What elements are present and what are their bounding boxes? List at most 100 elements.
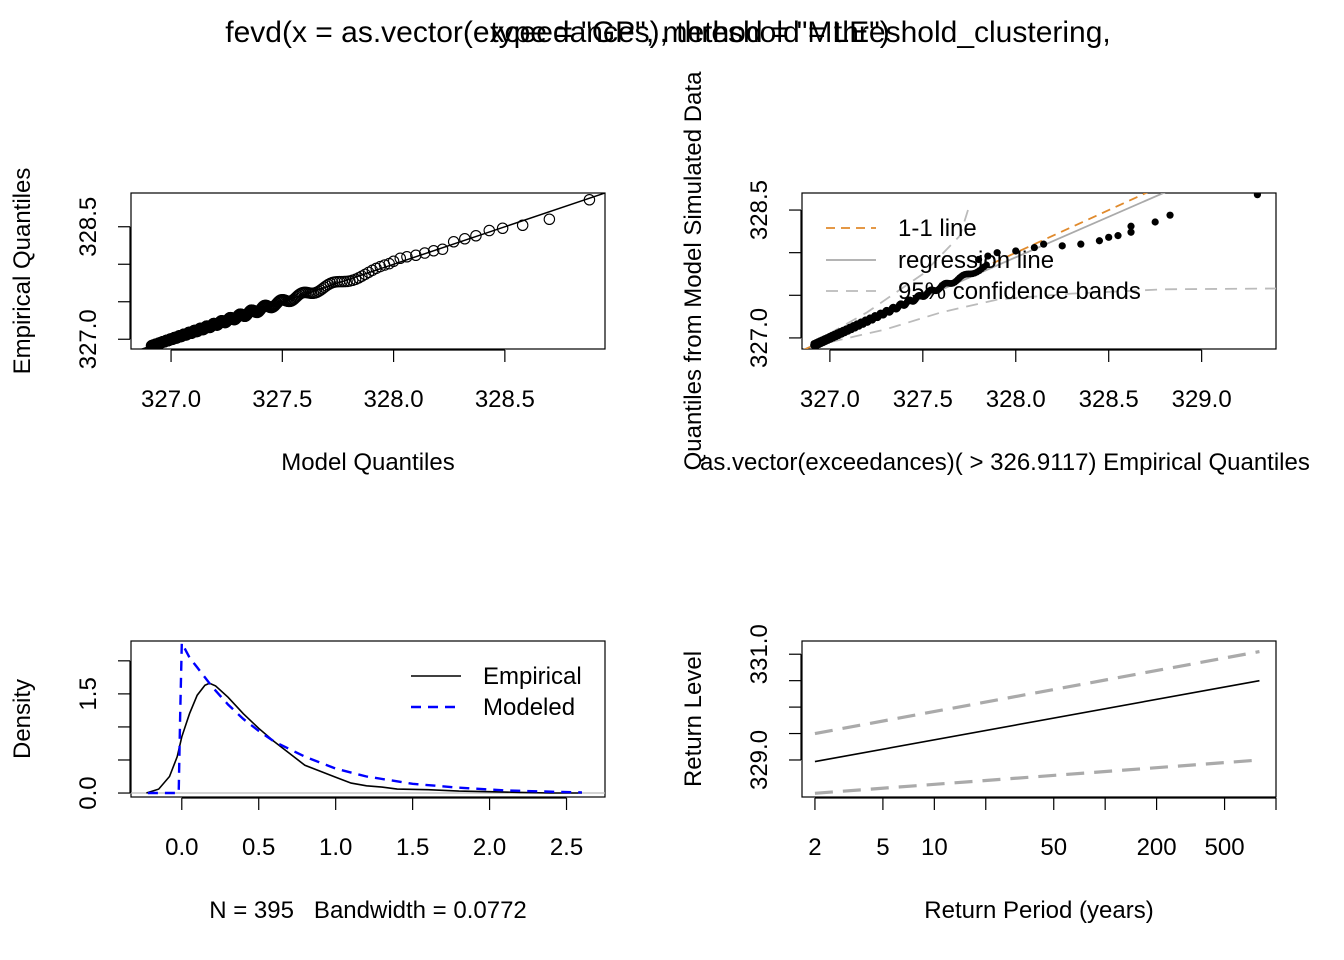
return-level-y-tick-label: 329.0: [746, 730, 773, 790]
simulated-qq-point: [1012, 247, 1020, 255]
density-plot-panel: 0.0 0.5 1.0 1.5 2.0 2.5 0.0 1.5 Empirical Model…: [9, 640, 606, 924]
qq-point: [387, 255, 400, 267]
simulated-qq-point: [993, 249, 1001, 257]
simulated-qq-y-tick-label: 327.0: [746, 308, 773, 368]
simulated-qq-point: [1030, 243, 1038, 252]
return-level-y-axis-label: Return Level: [680, 651, 707, 787]
qq-point: [316, 283, 329, 295]
qq-point: [496, 222, 509, 235]
qq-y-axis-label: Empirical Quantiles: [9, 168, 36, 375]
qq-point: [427, 245, 440, 257]
return-level-axes: 2 5 10 50 200 500 329.0 331.0: [746, 624, 1277, 861]
qq-points: [145, 194, 596, 349]
qq-point: [583, 194, 596, 206]
simulated-qq-frame: [801, 192, 1277, 350]
return-level-x-axis-label: Return Period (years): [924, 897, 1153, 924]
return-level-x-tick-label: 50: [1040, 834, 1067, 861]
simulated-qq-y-tick-label: 328.5: [746, 180, 773, 240]
simulated-qq-x-tick-label: 328.5: [1079, 386, 1139, 413]
qq-point: [470, 230, 482, 242]
return-level-estimate: [814, 679, 1260, 763]
return-level-x-tick-label: 500: [1205, 834, 1245, 861]
return-level-x-tick-label: 10: [921, 834, 948, 861]
simulated-qq-points: [810, 193, 1262, 349]
return-level-plot-panel: 2 5 10 50 200 500 329.0 331.0 Return Period (ye…: [680, 624, 1277, 924]
legend-label-empirical: Empirical: [483, 663, 582, 690]
simulated-qq-plot-panel: 327.0 327.5 328.0 328.5 329.0 327.0 328.5 1-1 …: [680, 71, 1310, 476]
simulated-qq-axes: 327.0 327.5 328.0 328.5 329.0 327.0 328.5: [746, 180, 1232, 413]
simulated-qq-point: [1040, 240, 1048, 248]
modeled-density-curve: [147, 641, 582, 795]
qq-point: [436, 243, 449, 256]
simulated-qq-point: [1114, 232, 1122, 240]
simulated-qq-point: [1105, 233, 1113, 241]
density-y-axis-label: Density: [9, 679, 36, 759]
qq-point: [410, 249, 422, 262]
density-axes: 0.0 0.5 1.0 1.5 2.0 2.5 0.0 1.5: [75, 660, 583, 861]
simulated-qq-point: [983, 261, 990, 269]
simulated-qq-point: [1095, 237, 1104, 245]
density-y-tick-label: 1.5: [75, 677, 102, 710]
qq-y-tick-label: 327.0: [75, 309, 102, 369]
simulated-qq-x-tick-label: 329.0: [1172, 386, 1232, 413]
empirical-density-curve: [146, 682, 582, 794]
return-level-y-tick-label: 331.0: [746, 624, 773, 684]
density-x-tick-label: 1.0: [319, 834, 352, 861]
density-frame: [130, 640, 606, 798]
density-x-tick-label: 1.5: [396, 834, 429, 861]
qq-point: [394, 252, 407, 265]
return-level-x-tick-label: 200: [1137, 834, 1177, 861]
simulated-qq-x-tick-label: 328.0: [986, 386, 1046, 413]
simulated-qq-point: [1077, 240, 1085, 248]
density-x-axis-label: N = 395 Bandwidth = 0.0772: [209, 897, 527, 924]
return-level-x-tick-label: 2: [808, 834, 821, 861]
qq-point: [483, 224, 496, 237]
simulated-qq-point: [1151, 218, 1159, 226]
simulated-qq-point: [1127, 222, 1135, 230]
simulated-qq-point: [1127, 228, 1135, 236]
qq-x-tick-label: 328.5: [475, 386, 535, 413]
qq-point: [516, 219, 529, 232]
return-level-upper-ci: [814, 650, 1260, 736]
qq-y-tick-label: 328.5: [75, 197, 102, 257]
simulated-qq-legend: 1-1 line regression line 95% confidence …: [826, 215, 1141, 305]
qq-x-tick-label: 328.0: [364, 386, 424, 413]
qq-x-tick-label: 327.0: [141, 386, 201, 413]
qq-point: [447, 236, 460, 248]
simulated-qq-point: [1166, 211, 1174, 219]
one-to-one-line: [803, 193, 1149, 349]
simulated-qq-x-tick-label: 327.0: [800, 386, 860, 413]
qq-plot-axes: 327.0 327.5 328.0 328.5 327.0 328.5: [75, 197, 535, 413]
confidence-band-upper: [810, 205, 971, 345]
density-x-tick-label: 2.5: [550, 834, 583, 861]
return-level-x-tick-label: 5: [876, 834, 889, 861]
return-level-lower-ci: [814, 758, 1260, 795]
simulated-qq-point: [1058, 242, 1066, 250]
simulated-qq-point: [984, 252, 992, 260]
legend-label-regression: regression line: [898, 247, 1054, 274]
main-title-line2: type = "GP", method = "MLE"): [490, 16, 889, 49]
qq-x-axis-label: Model Quantiles: [281, 449, 454, 476]
qq-point: [314, 284, 327, 296]
qq-point: [401, 251, 413, 263]
simulated-qq-x-tick-label: 327.5: [893, 386, 953, 413]
qq-plot-panel: 327.0 327.5 328.0 328.5 327.0 328.5 Model Qua…: [9, 168, 606, 476]
density-legend: Empirical Modeled: [411, 663, 582, 721]
qq-point: [418, 247, 431, 259]
density-x-tick-label: 2.0: [473, 834, 506, 861]
qq-point: [459, 233, 471, 245]
qq-point: [543, 213, 556, 226]
simulated-qq-x-axis-label: as.vector(exceedances)( > 326.9117) Empi…: [700, 449, 1310, 476]
main-title-line1: fevd(x = as.vector(exceedances), thresho…: [225, 16, 1110, 49]
confidence-band-lower: [811, 287, 1276, 348]
qq-x-tick-label: 327.5: [252, 386, 312, 413]
legend-label-modeled: Modeled: [483, 694, 575, 721]
simulated-qq-point: [1253, 193, 1262, 199]
qq-plot-frame: [130, 192, 606, 350]
simulated-qq-point: [974, 255, 983, 264]
return-level-frame: [801, 640, 1277, 798]
simulated-qq-y-axis-label: Quantiles from Model Simulated Data: [680, 71, 707, 471]
qq-point: [312, 285, 325, 298]
density-y-tick-label: 0.0: [75, 776, 102, 809]
